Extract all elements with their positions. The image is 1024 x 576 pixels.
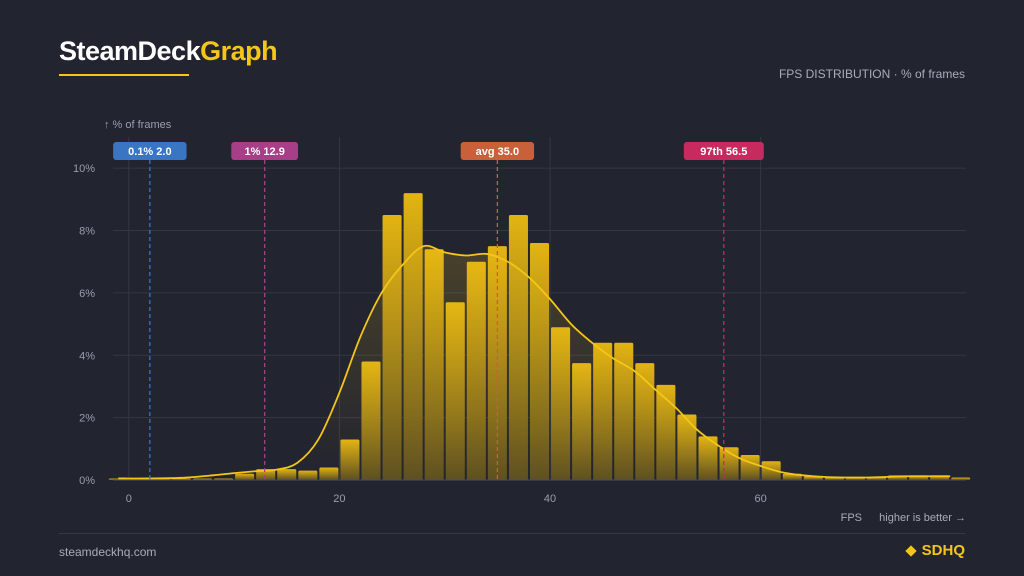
brand-logo: SteamDeckGraph xyxy=(59,36,278,67)
x-tick-label: 60 xyxy=(755,493,767,505)
marker-badge xyxy=(460,142,535,160)
footer-divider xyxy=(59,533,965,534)
x-axis-note: higher is better → xyxy=(879,512,966,524)
x-tick-label: 0 xyxy=(126,493,132,505)
x-tick-label: 40 xyxy=(544,493,556,505)
site-url: steamdeckhq.com xyxy=(59,545,157,559)
y-tick-label: 2% xyxy=(79,413,95,425)
chart-subtitle: FPS DISTRIBUTION · % of frames xyxy=(778,67,965,81)
marker-badge xyxy=(113,142,187,160)
marker-label: 97th 56.5 xyxy=(700,146,747,158)
diamond-icon xyxy=(904,544,917,557)
brand-underline xyxy=(59,74,189,76)
y-axis-label: ↑ % of frames xyxy=(104,119,172,131)
x-tick-label: 20 xyxy=(333,493,345,505)
x-axis-label: FPS xyxy=(841,512,862,524)
marker-badge xyxy=(231,142,299,160)
marker-badge xyxy=(683,142,764,160)
y-tick-label: 4% xyxy=(79,350,95,362)
y-tick-label: 0% xyxy=(79,475,95,487)
y-tick-label: 10% xyxy=(73,163,95,175)
marker-label: 0.1% 2.0 xyxy=(128,146,171,158)
y-tick-label: 8% xyxy=(79,226,95,238)
density-area xyxy=(118,245,951,480)
density-curve xyxy=(118,244,951,480)
logo-text: SDHQ xyxy=(921,542,965,559)
histogram-bar xyxy=(951,477,971,480)
brand-part-1: SteamDeck xyxy=(59,36,201,66)
brand-part-2: Graph xyxy=(200,36,278,66)
marker-label: 1% 12.9 xyxy=(244,146,284,158)
marker-label: avg 35.0 xyxy=(476,146,519,158)
y-tick-label: 6% xyxy=(79,288,95,300)
sdhq-logo: SDHQ xyxy=(904,542,965,559)
